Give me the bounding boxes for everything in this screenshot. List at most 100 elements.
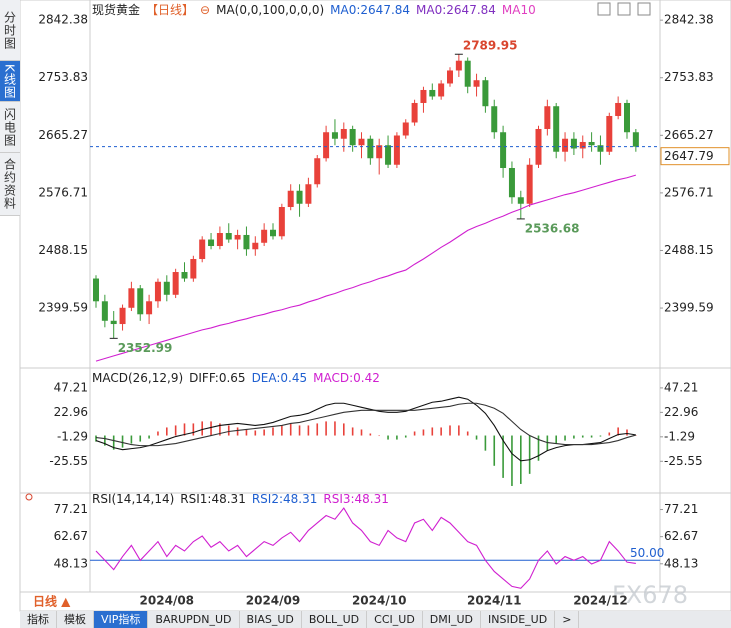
macd-bar xyxy=(351,427,354,436)
candle-body xyxy=(234,234,241,240)
y-tick-label: 2399.59 xyxy=(38,301,88,315)
indicator-tab[interactable]: CCI_UD xyxy=(367,611,423,628)
candle-body xyxy=(517,197,524,204)
candle-body xyxy=(438,83,445,97)
candle-body xyxy=(482,80,489,107)
sidebar-tab[interactable]: K线图 xyxy=(0,61,20,102)
candle-body xyxy=(216,233,223,247)
macd-bar xyxy=(201,421,203,436)
panel-header: 现货黄金 【日线】 ⊖ MA(0,0,100,0,0,0) MA0:2647.84 MA0… xyxy=(92,2,536,17)
y-tick-label: 22.96 xyxy=(664,405,698,419)
macd-bar xyxy=(599,435,602,437)
header-item: RSI(14,14,14) xyxy=(92,492,174,506)
sidebar-tab[interactable]: 闪电图 xyxy=(0,102,20,153)
tab-bar: 指标 模板 VIP指标 BARUPDN_UD BIAS_UD BOLL_UD CCI_UD D… xyxy=(20,611,731,628)
candle-body xyxy=(455,60,462,71)
macd-bar xyxy=(440,427,442,436)
indicator-tab[interactable]: BIAS_UD xyxy=(240,611,302,628)
candle-body xyxy=(420,89,427,103)
candle-body xyxy=(119,307,126,325)
candle-body xyxy=(393,135,400,165)
header-item: DEA:0.45 xyxy=(252,371,308,385)
y-tick-label: 2842.38 xyxy=(664,13,714,27)
macd-bar xyxy=(422,429,425,436)
header-item: RSI2:48.31 xyxy=(252,492,318,506)
candle-body xyxy=(588,141,595,146)
indicator-tab[interactable]: VIP指标 xyxy=(94,611,149,628)
period-button[interactable]: 日线 ▲ xyxy=(33,594,71,609)
candle-body xyxy=(553,106,560,152)
candle-body xyxy=(331,132,338,139)
macd-bar xyxy=(148,435,150,439)
y-tick-label: -1.29 xyxy=(664,429,695,443)
candle-body xyxy=(305,184,312,204)
candle-body xyxy=(154,281,161,302)
watermark: FX678 xyxy=(612,581,688,609)
macd-bar xyxy=(281,425,283,436)
indicator-tab[interactable]: BOLL_UD xyxy=(302,611,368,628)
sidebar-tab[interactable]: 合约资料 xyxy=(0,153,20,216)
macd-bar xyxy=(431,427,434,436)
extreme-label: 2789.95 xyxy=(463,39,518,53)
y-tick-label: 2576.71 xyxy=(664,185,714,199)
candle-body xyxy=(624,102,630,133)
candle-body xyxy=(261,229,268,243)
x-tick-label: 2024/08 xyxy=(140,594,194,608)
last-price-label: 2647.79 xyxy=(664,149,714,163)
candle-body xyxy=(137,288,144,315)
toolbar-icons[interactable] xyxy=(597,2,651,16)
header-item: MA0:2647.84 xyxy=(330,3,410,17)
candle-body xyxy=(243,234,250,250)
y-tick-label: -1.29 xyxy=(57,429,88,443)
indicator-tab[interactable]: BARUPDN_UD xyxy=(148,611,240,628)
candle-body xyxy=(208,239,215,247)
header-item: MACD:0.42 xyxy=(313,371,380,385)
macd-bar xyxy=(387,435,389,440)
candle-body xyxy=(615,102,622,116)
macd-bar xyxy=(254,430,257,436)
header-item: MA10 xyxy=(502,3,536,17)
candle-body xyxy=(376,145,383,159)
header-item: RSI1:48.31 xyxy=(180,492,246,506)
macd-bar xyxy=(130,435,133,444)
macd-bar xyxy=(360,429,363,436)
icon[interactable] xyxy=(597,2,611,16)
header-item: ⊖ xyxy=(200,3,210,17)
y-tick-label: -25.55 xyxy=(664,454,703,468)
icon[interactable] xyxy=(617,2,631,16)
candle-body xyxy=(526,164,533,204)
macd-bar xyxy=(369,433,372,436)
y-tick-label: 77.21 xyxy=(664,502,698,516)
candle-body xyxy=(632,132,639,147)
candle-body xyxy=(367,138,374,159)
macd-bar xyxy=(245,429,248,436)
candle-body xyxy=(508,167,515,198)
y-tick-label: 48.13 xyxy=(54,556,88,570)
indicator-tab[interactable]: DMI_UD xyxy=(423,611,482,628)
candle-body xyxy=(535,128,542,165)
indicator-tab[interactable]: INSIDE_UD xyxy=(481,611,556,628)
candle-body xyxy=(340,128,347,139)
icon[interactable] xyxy=(637,2,651,16)
macd-bar xyxy=(157,431,159,436)
macd-bar xyxy=(511,435,513,486)
macd-bar xyxy=(227,425,230,436)
macd-bar xyxy=(272,427,274,436)
macd-bar xyxy=(564,435,566,441)
candle-body xyxy=(190,259,197,279)
sidebar-tab[interactable]: 分时图 xyxy=(0,0,20,61)
header-item: MA(0,0,100,0,0,0) xyxy=(216,3,324,17)
macd-bar xyxy=(210,421,212,436)
panel-header: RSI(14,14,14) RSI1:48.31 RSI2:48.31 RSI3:48… xyxy=(92,492,389,506)
candle-body xyxy=(110,320,117,325)
macd-bar xyxy=(139,435,142,442)
indicator-line xyxy=(95,396,636,462)
candle-body xyxy=(491,106,498,133)
macd-bar xyxy=(581,435,584,438)
y-tick-label: 2576.71 xyxy=(38,185,88,199)
indicator-tab[interactable]: 模板 xyxy=(57,611,94,628)
indicator-tab[interactable]: 指标 xyxy=(20,611,57,628)
indicator-tab[interactable]: > xyxy=(555,611,580,628)
